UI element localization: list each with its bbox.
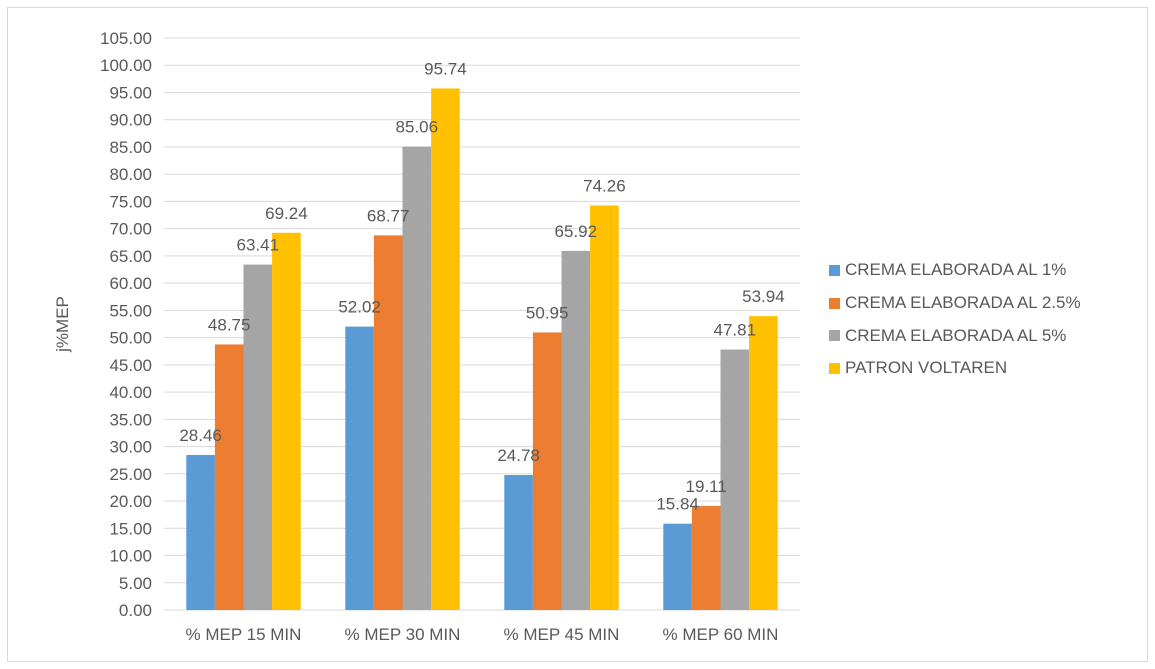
x-axis-ticks: % MEP 15 MIN % MEP 30 MIN % MEP 45 MIN % ME…: [186, 625, 779, 644]
y-axis-title: j%MEP: [53, 296, 72, 353]
bar: [272, 232, 301, 610]
legend-swatch: [829, 264, 840, 276]
data-label: 85.06: [396, 118, 439, 137]
y-tick-label: 10.00: [109, 547, 152, 566]
y-tick-label: 100.00: [100, 56, 152, 75]
bar: [561, 250, 591, 611]
legend-label: CREMA ELABORADA AL 2.5%: [845, 293, 1081, 313]
bar: [590, 205, 619, 610]
legend-label: CREMA ELABORADA AL 5%: [845, 325, 1067, 345]
y-tick-label: 25.00: [109, 465, 152, 484]
bar: [431, 88, 460, 611]
data-label: 50.95: [526, 303, 569, 322]
y-tick-label: 20.00: [109, 492, 152, 511]
data-label: 69.24: [265, 204, 308, 223]
bar: [663, 523, 692, 610]
y-tick-label: 30.00: [109, 438, 152, 457]
data-label: 95.74: [424, 59, 467, 78]
y-tick-label: 95.00: [109, 83, 152, 102]
legend: CREMA ELABORADA AL 1% CREMA ELABORADA AL …: [829, 254, 1081, 385]
x-tick-label: % MEP 45 MIN: [504, 625, 620, 644]
legend-item: CREMA ELABORADA AL 2.5%: [829, 287, 1081, 320]
legend-item: CREMA ELABORADA AL 5%: [829, 319, 1081, 352]
x-tick-label: % MEP 30 MIN: [345, 625, 461, 644]
legend-label: PATRON VOLTAREN: [845, 358, 1008, 378]
bar: [186, 454, 215, 610]
data-label: 53.94: [742, 287, 785, 306]
data-label: 68.77: [367, 206, 410, 225]
y-axis-ticks: 0.00 5.00 10.00 15.00 20.00 25.00 30.00 35.00 40…: [100, 29, 152, 620]
legend-swatch: [829, 362, 840, 374]
data-label: 63.41: [237, 236, 280, 255]
data-label: 47.81: [714, 321, 757, 340]
y-tick-label: 105.00: [100, 29, 152, 48]
y-tick-label: 75.00: [109, 192, 152, 211]
data-label: 52.02: [338, 298, 381, 317]
bar: [504, 475, 533, 610]
y-tick-label: 15.00: [109, 519, 152, 538]
bar: [532, 332, 562, 610]
x-tick-label: % MEP 15 MIN: [186, 625, 302, 644]
bar: [373, 235, 403, 610]
legend-item: CREMA ELABORADA AL 1%: [829, 254, 1081, 287]
y-tick-label: 5.00: [119, 574, 152, 593]
y-tick-label: 50.00: [109, 329, 152, 348]
y-tick-label: 40.00: [109, 383, 152, 402]
data-label: 15.84: [656, 495, 699, 514]
bar: [214, 344, 244, 610]
data-label: 24.78: [497, 446, 540, 465]
y-tick-label: 35.00: [109, 410, 152, 429]
bars: [186, 88, 778, 611]
data-labels: 28.46 48.75 63.41 69.24 52.02 68.77 85.06 95.74…: [179, 59, 784, 513]
bar: [402, 146, 432, 610]
bar: [720, 349, 750, 610]
y-tick-label: 85.00: [109, 138, 152, 157]
legend-swatch: [829, 330, 840, 342]
y-tick-label: 70.00: [109, 220, 152, 239]
bar: [691, 505, 721, 610]
y-tick-label: 60.00: [109, 274, 152, 293]
data-label: 28.46: [179, 426, 222, 445]
data-label: 65.92: [555, 222, 598, 241]
y-tick-label: 45.00: [109, 356, 152, 375]
x-tick-label: % MEP 60 MIN: [663, 625, 779, 644]
data-label: 74.26: [583, 176, 626, 195]
legend-label: CREMA ELABORADA AL 1%: [845, 260, 1067, 280]
bar: [749, 316, 778, 610]
y-tick-label: 65.00: [109, 247, 152, 266]
data-label: 48.75: [208, 315, 251, 334]
y-tick-label: 0.00: [119, 601, 152, 620]
bar: [243, 264, 273, 610]
legend-swatch: [829, 297, 840, 309]
y-tick-label: 55.00: [109, 301, 152, 320]
data-label: 19.11: [686, 477, 727, 496]
y-tick-label: 90.00: [109, 111, 152, 130]
legend-item: PATRON VOLTAREN: [829, 352, 1081, 385]
y-tick-label: 80.00: [109, 165, 152, 184]
bar: [345, 326, 374, 610]
